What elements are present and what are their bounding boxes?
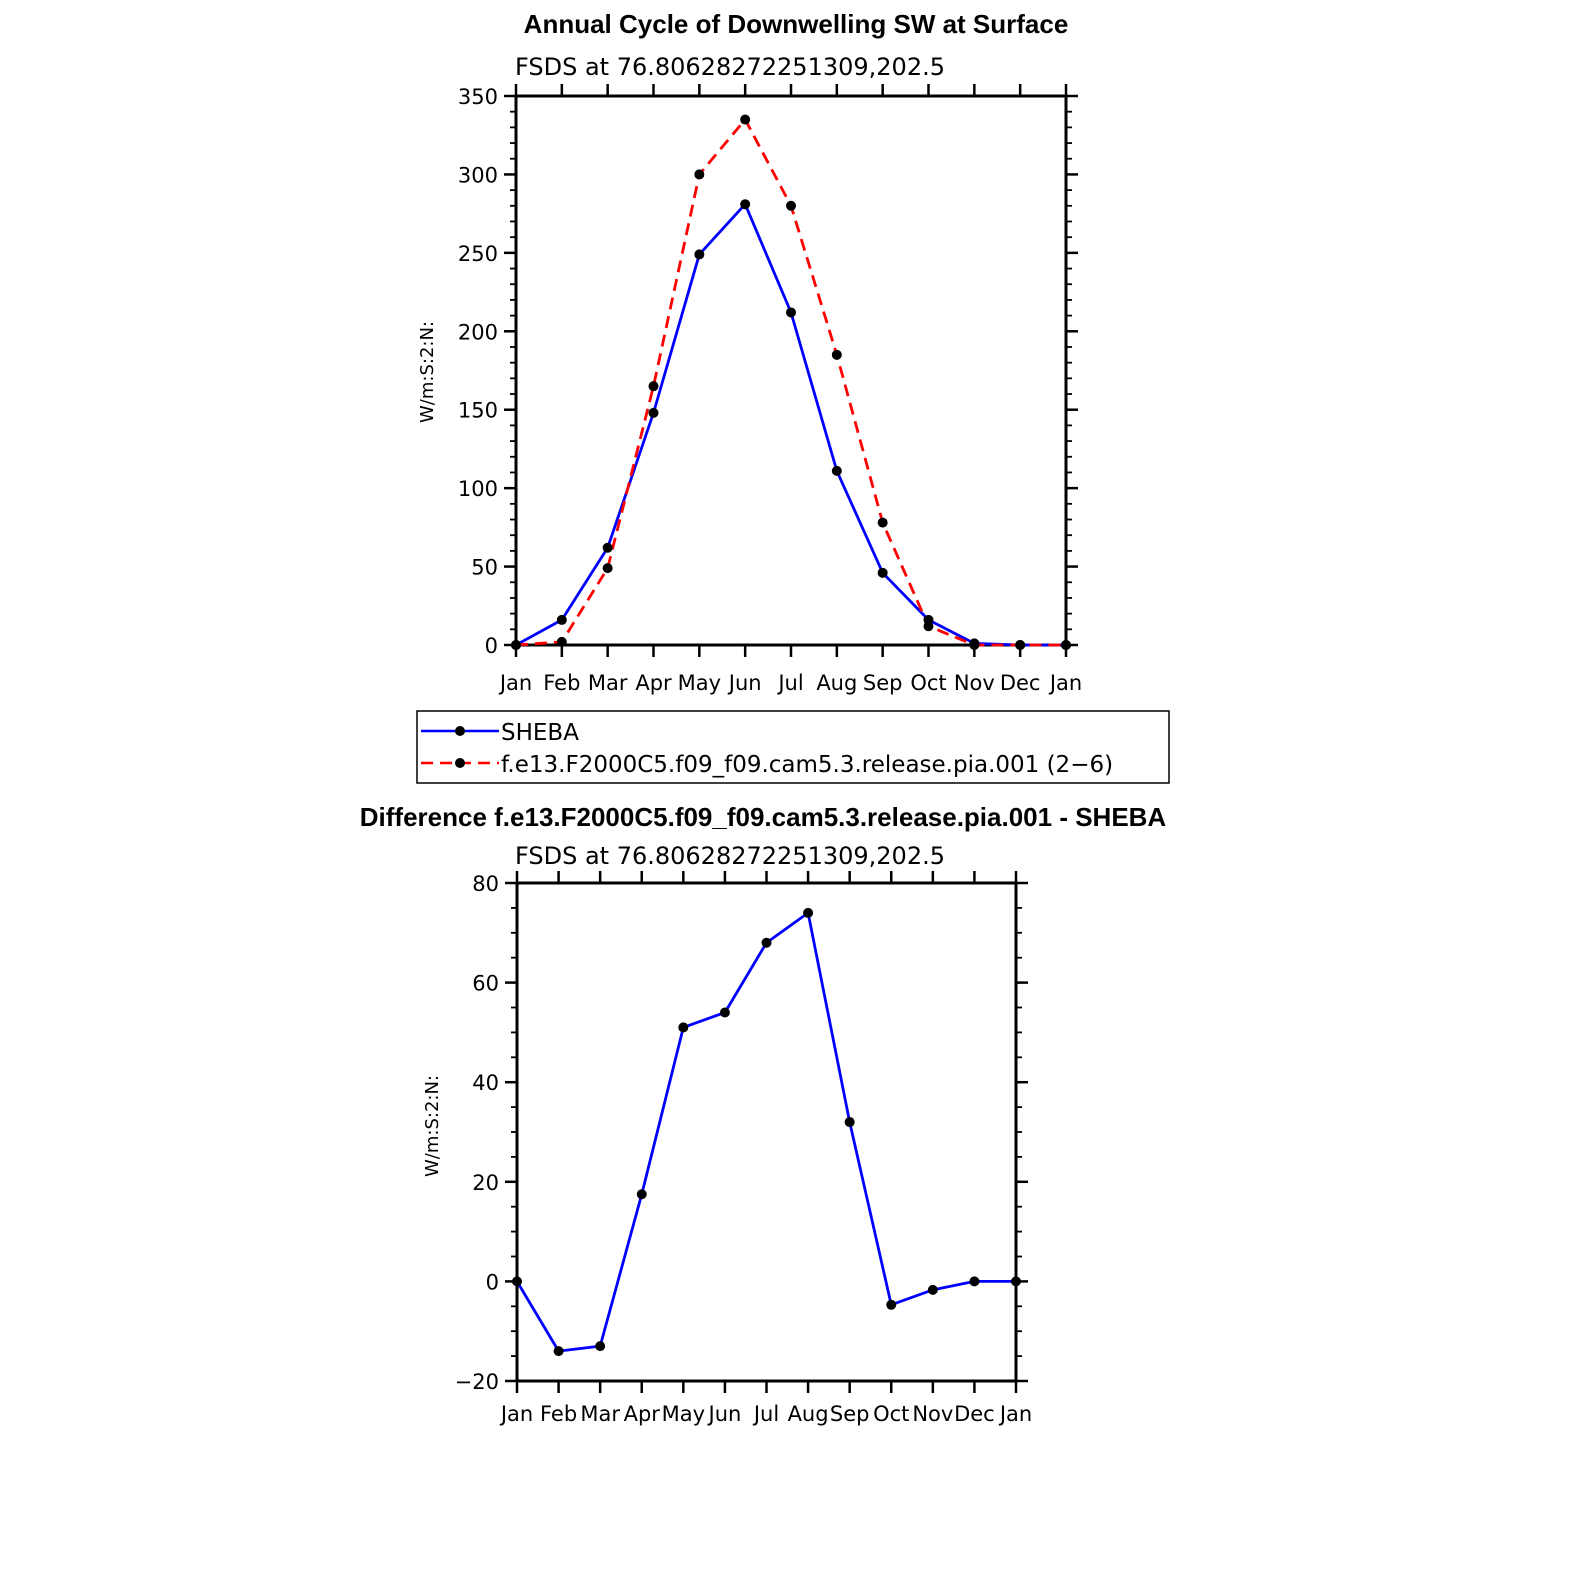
x-tick-label: Sep	[863, 671, 903, 695]
x-tick-label: Jan	[1048, 671, 1082, 695]
data-point	[511, 640, 521, 650]
legend-box	[416, 710, 1170, 784]
data-point	[844, 1117, 855, 1128]
plot-frame	[515, 881, 1018, 1383]
data-point	[602, 563, 613, 574]
data-point	[886, 1299, 897, 1310]
series-line-1	[515, 118, 1066, 647]
data-point	[831, 349, 842, 360]
x-tick-label: Aug	[788, 1402, 829, 1426]
data-point	[648, 407, 659, 418]
data-point	[636, 1189, 647, 1200]
data-point	[927, 1284, 938, 1295]
data-point	[694, 169, 705, 180]
chart-subtitle: FSDS at 76.80628272251309,202.5	[515, 53, 945, 81]
annual-cycle-chart: Annual Cycle of Downwelling SW at Surfac…	[416, 9, 1170, 784]
x-tick-label: Jan	[498, 671, 532, 695]
y-tick-label: 100	[458, 477, 498, 501]
chart-subtitle: FSDS at 76.80628272251309,202.5	[515, 842, 945, 870]
y-tick-label: 60	[472, 972, 499, 996]
data-point	[1061, 640, 1071, 650]
legend-marker-sheba	[455, 726, 465, 736]
y-tick-label: −20	[455, 1370, 499, 1394]
data-point	[877, 517, 888, 528]
y-axis-label: W/m:S:2:N:	[422, 1075, 443, 1177]
x-tick-label: Apr	[635, 671, 672, 695]
data-point	[831, 465, 842, 476]
y-tick-label: 150	[458, 399, 498, 423]
data-point	[719, 1007, 730, 1018]
x-tick-label: Oct	[910, 671, 946, 695]
x-tick-label: Dec	[1000, 671, 1041, 695]
x-tick-label: Oct	[873, 1402, 909, 1426]
data-point	[740, 114, 751, 125]
difference-chart: Difference f.e13.F2000C5.f09_f09.cam5.3.…	[360, 802, 1167, 1426]
y-tick-label: 20	[472, 1171, 499, 1195]
legend: SHEBA f.e13.F2000C5.f09_f09.cam5.3.relea…	[416, 710, 1170, 784]
y-tick-label: 250	[458, 242, 498, 266]
data-point	[969, 640, 980, 650]
x-tick-label: Jul	[776, 671, 803, 695]
x-tick-label: Feb	[540, 1402, 577, 1426]
x-tick-label: Jan	[998, 1402, 1032, 1426]
y-tick-label: 300	[458, 163, 498, 187]
y-tick-label: 40	[472, 1071, 499, 1095]
y-tick-label: 350	[458, 85, 498, 109]
data-point	[694, 249, 705, 260]
x-tick-label: Aug	[816, 671, 857, 695]
series-group	[512, 907, 1021, 1357]
x-tick-label: Mar	[580, 1402, 620, 1426]
series-line-0	[515, 911, 1016, 1353]
x-tick-label: Feb	[543, 671, 580, 695]
x-tick-label: Nov	[912, 1402, 953, 1426]
x-tick-label: Sep	[830, 1402, 870, 1426]
y-tick-label: 80	[472, 872, 499, 896]
y-tick-label: 200	[458, 320, 498, 344]
data-point	[877, 567, 888, 578]
chart-title: Difference f.e13.F2000C5.f09_f09.cam5.3.…	[360, 802, 1167, 832]
x-tick-label: Jan	[499, 1402, 533, 1426]
chart-title: Annual Cycle of Downwelling SW at Surfac…	[524, 9, 1069, 39]
x-tick-label: Dec	[954, 1402, 995, 1426]
y-tick-label: 50	[471, 556, 498, 580]
x-tick-label: Jun	[707, 1402, 742, 1426]
legend-label-model: f.e13.F2000C5.f09_f09.cam5.3.release.pia…	[501, 752, 1113, 778]
data-point	[556, 636, 567, 647]
data-point	[553, 1346, 564, 1357]
data-point	[556, 614, 567, 625]
data-point	[761, 937, 772, 948]
data-point	[648, 381, 659, 392]
data-point	[595, 1341, 606, 1352]
legend-marker-model	[455, 758, 465, 768]
data-point	[969, 1276, 980, 1287]
axis-ticks: Jan Feb Mar Apr May Jun Jul Aug Sep Oct Nov Dec Jan−…	[455, 871, 1032, 1426]
data-point	[923, 621, 934, 632]
data-point	[786, 307, 796, 318]
data-point	[786, 200, 796, 211]
x-tick-label: Nov	[954, 671, 995, 695]
data-point	[1015, 640, 1026, 650]
y-axis-label: W/m:S:2:N:	[417, 321, 438, 423]
series-line-0	[515, 202, 1066, 647]
series-group	[511, 114, 1071, 650]
data-point	[1011, 1276, 1021, 1287]
y-tick-label: 0	[486, 1270, 499, 1294]
y-tick-label: 0	[485, 634, 498, 658]
data-point	[602, 542, 613, 553]
data-point	[740, 199, 751, 210]
data-point	[678, 1022, 689, 1033]
x-tick-label: May	[662, 1402, 705, 1426]
x-tick-label: Apr	[624, 1402, 661, 1426]
x-tick-label: Mar	[588, 671, 628, 695]
x-tick-label: May	[678, 671, 721, 695]
data-point	[803, 907, 814, 918]
data-point	[512, 1276, 522, 1287]
x-tick-label: Jun	[727, 671, 762, 695]
legend-label-sheba: SHEBA	[501, 720, 579, 746]
axis-ticks: Jan Feb Mar Apr May Jun Jul Aug Sep Oct Nov Dec Jan0…	[458, 84, 1082, 695]
x-tick-label: Jul	[752, 1402, 779, 1426]
